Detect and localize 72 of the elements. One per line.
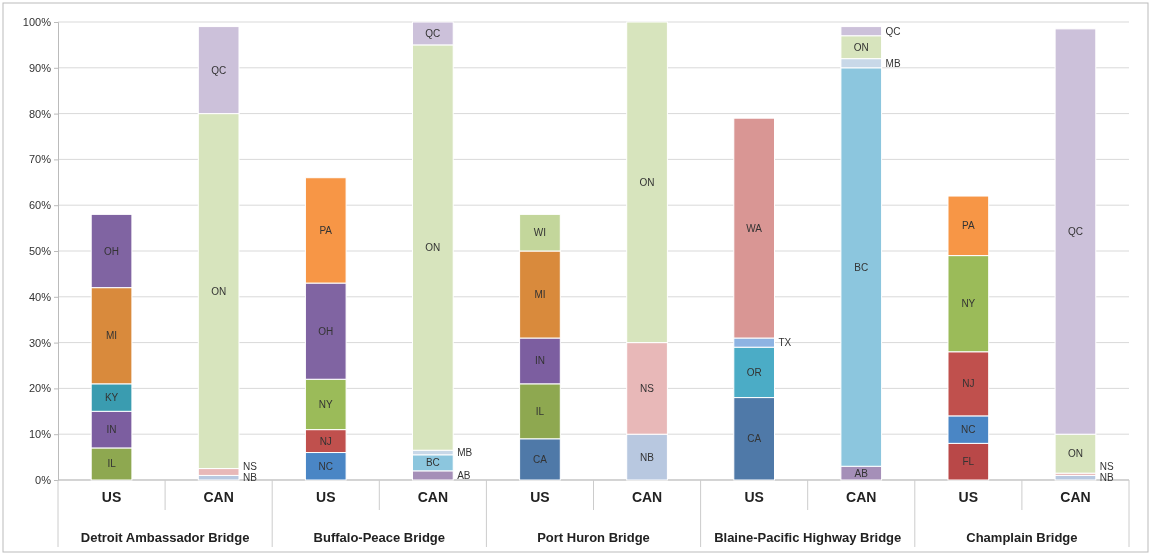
text: ON [425, 242, 441, 254]
x-tick-label: CAN [631, 489, 663, 505]
y-tick-label: 40% [28, 290, 52, 303]
text: Port Huron Bridge [537, 530, 650, 545]
series-label: NB [243, 472, 258, 484]
series-label: WI [533, 227, 547, 239]
series-label: IL [107, 458, 117, 470]
x-tick-label: US [958, 489, 979, 505]
x-tick-label: CAN [203, 489, 234, 505]
series-label: ON [853, 41, 869, 53]
series-label: QC [885, 25, 901, 37]
series-label: NS [243, 461, 258, 473]
text: NJ [962, 378, 975, 390]
text: ON [639, 176, 655, 188]
text: CA [747, 433, 762, 445]
text: NC [961, 424, 976, 436]
series-label: AB [854, 467, 869, 479]
x-tick-label: US [316, 489, 336, 505]
bar [1054, 474, 1097, 481]
text: NB [640, 451, 654, 463]
series-label: MB [457, 447, 473, 459]
series-label: BC [425, 457, 440, 469]
y-tick-label: 100% [22, 16, 52, 29]
text: QC [425, 27, 441, 39]
series-label: NC [318, 460, 333, 472]
series-label: OH [104, 245, 120, 257]
y-tick-label: 80% [28, 107, 52, 120]
x-tick-label: US [530, 489, 550, 505]
series-label: PA [962, 220, 975, 232]
series-label: NY [961, 298, 976, 310]
text: QC [1067, 226, 1083, 238]
y-tick-label: 30% [28, 336, 52, 349]
text: IN [534, 355, 545, 367]
text: OH [318, 325, 334, 337]
y-tick-label: 10% [28, 428, 52, 441]
y-tick-label: 0% [35, 474, 52, 487]
series-label: WA [746, 222, 763, 234]
text: Buffalo-Peace Bridge [313, 530, 446, 545]
text: IL [535, 405, 545, 417]
y-tick-label: 90% [28, 61, 52, 74]
text: AB [457, 469, 471, 481]
y-tick-label: 20% [28, 382, 52, 395]
x-tick-label: US [744, 489, 764, 505]
series-label: OR [746, 366, 762, 378]
y-tick-label: 60% [28, 199, 52, 212]
text: Champlain Bridge [966, 530, 1078, 545]
text: Detroit Ambassador Bridge [80, 530, 250, 545]
text: MI [106, 330, 118, 342]
text: MB [885, 57, 901, 69]
series-label: NJ [319, 435, 332, 447]
y-tick-label: 70% [28, 153, 52, 166]
series-label: FL [962, 456, 975, 468]
series-label: KY [104, 392, 119, 404]
text: Blaine-Pacific Highway Bridge [714, 530, 902, 545]
text: ON [1067, 448, 1083, 460]
x-tick-label: CAN [846, 489, 877, 505]
series-label: MI [534, 289, 546, 301]
series-label: TX [778, 337, 792, 349]
x-tick-label: CAN [417, 489, 449, 505]
text: NB [1099, 472, 1114, 484]
text: ON [211, 285, 227, 297]
x-tick-label: CAN [1060, 489, 1091, 505]
x-tick-label: US [101, 489, 122, 505]
series-label: CA [533, 453, 548, 465]
series-label: IN [106, 424, 117, 436]
text: QC [211, 64, 227, 76]
text: NS [640, 382, 654, 394]
text: PA [319, 224, 333, 236]
text: BC [854, 261, 869, 273]
text: NY [318, 398, 333, 410]
y-tick-label: 50% [28, 245, 52, 258]
text: NS [1099, 461, 1114, 473]
